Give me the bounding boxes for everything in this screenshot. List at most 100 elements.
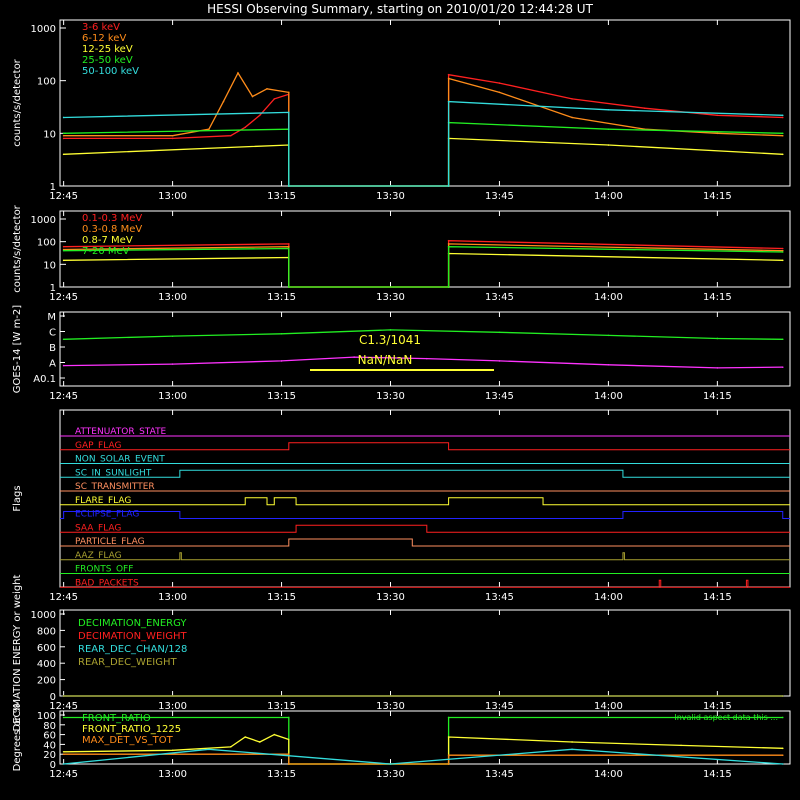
flag-label: ATTENUATOR_STATE xyxy=(75,427,167,437)
data-point xyxy=(447,286,450,288)
y-tick-label: B xyxy=(49,343,56,354)
data-point xyxy=(498,82,501,84)
y-axis-label: GOES-14 [W m-2] xyxy=(12,305,23,393)
legend-entry: FRONT_RATIO_1225 xyxy=(82,724,181,735)
panel-decimation: 12:45 13:00 13:15 13:30 13:45 14:00 14:15 DECIM… xyxy=(12,574,791,731)
data-point xyxy=(62,338,65,341)
data-point xyxy=(447,763,450,765)
x-tick-label: 13:00 xyxy=(158,701,187,712)
legend-entry: 3-6 keV xyxy=(82,22,120,33)
y-tick-label: 80 xyxy=(43,721,56,732)
y-tick-label: 800 xyxy=(37,626,56,637)
data-point xyxy=(447,239,450,242)
x-tick-label: 13:00 xyxy=(158,592,187,603)
y-tick-label: 20 xyxy=(43,750,56,761)
flag-label: BAD_PACKETS xyxy=(75,578,139,588)
data-point xyxy=(229,134,232,137)
data-point xyxy=(498,91,501,94)
data-point xyxy=(288,91,290,94)
data-point xyxy=(208,748,210,751)
flag-trace xyxy=(60,469,790,478)
flag-trace xyxy=(60,511,790,519)
data-point xyxy=(571,116,573,119)
x-tick-label: 13:00 xyxy=(158,391,187,402)
data-point xyxy=(62,132,65,135)
legend-entry: 7-20 MeV xyxy=(82,246,130,257)
x-tick-label: 13:00 xyxy=(158,191,187,202)
series-line xyxy=(63,121,783,187)
x-tick-label: 14:15 xyxy=(703,769,732,780)
y-axis-label: counts/s/detector xyxy=(12,58,23,146)
data-point xyxy=(171,134,174,137)
y-tick-label: A0.1 xyxy=(33,374,56,385)
y-tick-label: A xyxy=(49,359,56,370)
data-point xyxy=(171,137,174,140)
data-point xyxy=(62,259,65,262)
data-point xyxy=(288,763,290,765)
legend-entry: REAR_DEC_CHAN/128 xyxy=(78,644,187,655)
x-tick-label: 14:15 xyxy=(703,191,732,202)
data-point xyxy=(781,247,784,250)
data-point xyxy=(447,77,450,80)
x-tick-label: 14:00 xyxy=(594,592,623,603)
x-tick-label: 13:45 xyxy=(485,391,514,402)
x-tick-label: 14:00 xyxy=(594,391,623,402)
legend-entry: 0.3-0.8 MeV xyxy=(82,224,142,235)
panel-goes: 12:45 13:00 13:15 13:30 13:45 14:00 14:15 GOES-… xyxy=(12,305,791,402)
data-point xyxy=(258,114,261,117)
y-axis-label: Degrees or % xyxy=(12,704,23,772)
data-point xyxy=(288,286,290,288)
data-point xyxy=(781,754,784,756)
y-tick-label: 100 xyxy=(37,711,56,722)
flag-label: FLARE_FLAG xyxy=(75,496,131,506)
data-point xyxy=(62,245,65,248)
legend-entry: 25-50 keV xyxy=(82,55,133,66)
data-point xyxy=(62,116,65,119)
data-point xyxy=(716,337,719,340)
x-tick-label: 13:00 xyxy=(158,292,187,303)
flag-label: SC_TRANSMITTER xyxy=(75,482,155,492)
x-tick-label: 14:00 xyxy=(594,191,623,202)
x-tick-label: 13:45 xyxy=(485,769,514,780)
data-point xyxy=(62,753,65,755)
panel-rate-high: 12:45 13:00 13:15 13:30 13:45 14:00 14:15 count… xyxy=(12,204,791,303)
x-tick-label: 13:45 xyxy=(485,592,514,603)
data-point xyxy=(716,367,719,369)
series-line xyxy=(63,137,783,187)
data-point xyxy=(571,741,573,743)
x-tick-label: 12:45 xyxy=(49,592,78,603)
data-point xyxy=(62,134,65,137)
x-tick-label: 12:45 xyxy=(49,391,78,402)
x-tick-label: 13:30 xyxy=(376,701,405,712)
data-point xyxy=(389,763,392,765)
panel-frame xyxy=(59,19,791,187)
data-point xyxy=(171,335,174,337)
data-point xyxy=(498,331,501,334)
data-point xyxy=(781,338,784,341)
y-tick-label: 1 xyxy=(50,182,56,193)
data-point xyxy=(781,716,784,719)
panel-flags: 12:45 13:00 13:15 13:30 13:45 14:00 14:15 Flags… xyxy=(12,409,791,603)
flag-label: GAP_FLAG xyxy=(75,441,121,451)
data-point xyxy=(498,360,501,362)
flag-label: PARTICLE_FLAG xyxy=(75,537,145,547)
data-point xyxy=(62,364,65,367)
data-point xyxy=(171,749,174,752)
x-tick-label: 14:00 xyxy=(594,292,623,303)
data-point xyxy=(273,98,276,100)
flag-label: FRONTS_OFF xyxy=(75,565,133,575)
y-tick-label: C xyxy=(49,328,56,339)
y-tick-label: 1 xyxy=(50,283,56,294)
data-point xyxy=(781,114,784,117)
data-point xyxy=(222,100,225,103)
series-line xyxy=(63,246,783,288)
y-tick-label: 1000 xyxy=(31,610,56,621)
data-point xyxy=(447,716,450,719)
data-point xyxy=(244,126,247,129)
data-point xyxy=(258,741,261,743)
flag-label: SC_IN_SUNLIGHT xyxy=(75,468,152,478)
panels: 12:45 13:00 13:15 13:30 13:45 14:00 14:15 count… xyxy=(12,19,791,780)
data-point xyxy=(62,716,65,719)
y-tick-label: 600 xyxy=(37,643,56,654)
